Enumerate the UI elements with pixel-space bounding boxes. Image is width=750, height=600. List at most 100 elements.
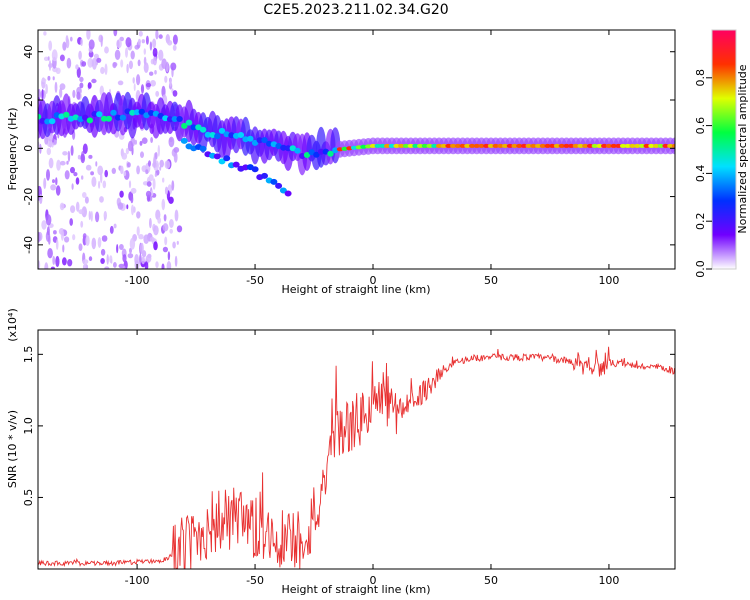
spectrogram-ridge-cell — [384, 143, 391, 148]
y-tick-label: 40 — [22, 45, 35, 59]
spectrogram-noise-cell — [161, 198, 166, 211]
spectrogram-noise-cell — [91, 237, 97, 250]
spectrogram-branch-cell — [232, 161, 240, 168]
spectrogram-noise-cell — [59, 87, 63, 98]
spectrogram-noise-cell — [48, 157, 54, 169]
spectrogram-noise-cell — [164, 186, 169, 195]
spectrogram-noise-cell — [116, 244, 119, 254]
spectrogram-ridge-cell — [464, 143, 471, 148]
spectrogram-noise-cell — [72, 89, 76, 99]
spectrogram-ridge-cell — [256, 137, 263, 144]
spectrogram-noise-cell — [111, 167, 117, 174]
spectrogram-noise-cell — [55, 185, 61, 196]
spectrogram-noise-cell — [128, 60, 133, 70]
spectrogram-noise-cell — [169, 137, 173, 143]
spectrogram-ridge-cell — [558, 143, 565, 148]
spectrogram-ridge-cell — [667, 143, 674, 148]
spectrogram-noise-cell — [104, 169, 108, 178]
spectrogram-frame — [37, 29, 676, 270]
spectrogram-noise-cell — [113, 30, 118, 37]
spectrogram-ridge-cell — [549, 143, 556, 148]
spectrogram-noise-cell — [123, 170, 127, 177]
spectrogram-noise-cell — [102, 180, 107, 189]
spectrogram-ridge-cell — [218, 127, 226, 134]
spectrogram-noise-cell — [128, 180, 132, 189]
spectrogram-ridge-cell — [63, 111, 70, 118]
spectrogram-ridge-cell — [568, 143, 575, 148]
x-tick-label: 50 — [484, 274, 498, 287]
spectrogram-ridge-cell — [204, 131, 212, 138]
spectrogram-noise-cell — [131, 204, 134, 216]
spectrogram-ridge-cell — [294, 147, 301, 154]
spectrogram-noise-cell — [41, 220, 47, 230]
spectrogram-noise-cell — [138, 234, 144, 240]
colorbar-ticks: 0.0 0.2 0.4 0.6 0.8 — [694, 29, 737, 278]
spectrogram-y-label: Frequency (Hz) — [6, 108, 19, 191]
spectrogram-branch-cell — [261, 172, 268, 179]
spectrogram-noise-cell — [70, 166, 75, 174]
spectrogram-noise-cell — [104, 63, 108, 76]
spectrogram-noise-cell — [140, 84, 145, 94]
spectrogram-noise-cell — [145, 190, 152, 198]
spectrogram-ridge-cell — [181, 122, 188, 129]
spectrogram-noise-cell — [161, 58, 167, 69]
spectrogram-ridge-cell — [454, 143, 462, 148]
spectrogram-x-ticks: -100 -50 0 50 100 — [125, 30, 619, 287]
spectrogram-noise-cell — [126, 162, 131, 168]
spectrogram-noise-cell — [152, 47, 158, 58]
spectrogram-noise-cell — [81, 206, 88, 218]
colorbar-tick-label: 0.8 — [694, 69, 707, 87]
spectrogram-noise-cell — [78, 50, 82, 60]
spectrogram-ridge-cell — [308, 149, 315, 156]
x-tick-label: 100 — [598, 274, 619, 287]
spectrogram-noise-cell — [126, 204, 129, 210]
spectrogram-noise-cell — [152, 38, 157, 49]
spectrogram-noise-cell — [116, 39, 122, 49]
spectrogram-noise-cell — [100, 171, 103, 184]
spectrogram-noise-cell — [134, 139, 137, 145]
spectrogram-noise-cell — [136, 211, 141, 219]
spectrogram-noise-cell — [38, 260, 41, 269]
spectrogram-branch-cell — [275, 182, 283, 189]
spectrogram-ridge-cell — [86, 117, 94, 124]
spectrogram-ridge-cell — [228, 132, 235, 139]
y-tick-label: 20 — [22, 93, 35, 107]
spectrogram-noise-cell — [145, 254, 152, 263]
spectrogram-ridge-cell — [487, 143, 495, 148]
spectrogram-noise-cell — [52, 76, 55, 81]
snr-line — [38, 346, 675, 569]
spectrogram-noise-cell — [88, 256, 93, 262]
spectrogram-ridge-cell — [657, 143, 664, 148]
x-tick-label: 50 — [484, 574, 498, 587]
spectrogram-noise-cell — [112, 62, 117, 69]
spectrogram-noise-cell — [70, 205, 76, 214]
snr-background — [38, 330, 675, 569]
y-tick-label: 1.5 — [22, 346, 35, 364]
spectrogram-ridge-cell — [157, 112, 164, 119]
spectrogram-noise-cell — [169, 228, 173, 234]
spectrogram-noise-cell — [159, 159, 164, 168]
spectrogram-ridge-cell — [195, 124, 202, 131]
spectrogram-noise-cell — [100, 248, 106, 256]
spectrogram-ridge-cell — [100, 115, 108, 122]
spectrogram-noise-cell — [76, 67, 81, 78]
spectrogram-ridge-cell — [539, 143, 547, 148]
spectrogram-ridge-cell — [402, 143, 410, 148]
spectrogram-ridge-cell — [530, 143, 537, 148]
spectrogram-ridge-cell — [652, 143, 660, 148]
spectrogram-noise-cell — [76, 91, 81, 100]
x-tick-label: -100 — [125, 574, 150, 587]
spectrogram-ridge-cell — [317, 148, 325, 155]
spectrogram-ridge-cell — [303, 152, 311, 158]
spectrogram-ridge-cell — [91, 111, 98, 117]
spectrogram-noise-cell — [41, 78, 47, 83]
spectrogram-noise-cell — [155, 261, 159, 268]
spectrogram-noise-cell — [129, 237, 136, 250]
spectrogram-noise-cell — [45, 83, 48, 95]
spectrogram-ridge-cell — [610, 143, 617, 148]
spectrogram-noise-cell — [119, 244, 124, 250]
x-tick-label: -50 — [246, 274, 264, 287]
spectrogram-noise-cell — [44, 262, 49, 269]
spectrogram-noise-cell — [39, 193, 43, 205]
spectrogram-ridge-cell — [138, 108, 145, 115]
